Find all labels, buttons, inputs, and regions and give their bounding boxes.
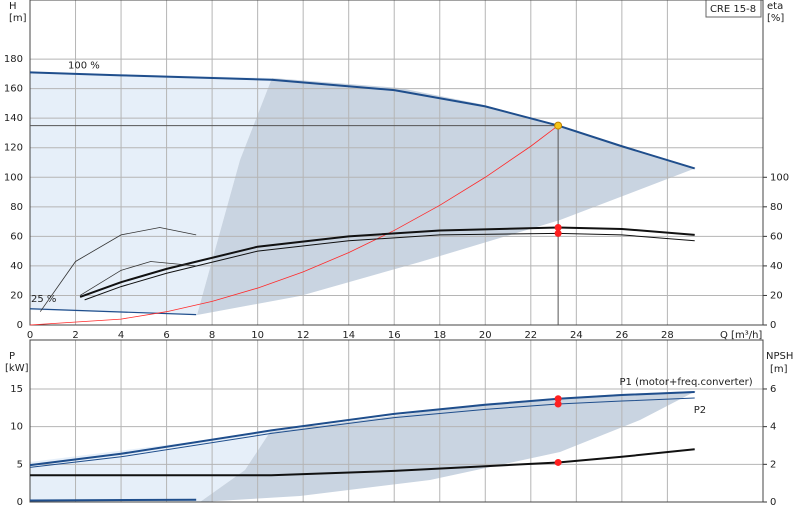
duty-point [554, 458, 562, 466]
x-tick-label: 12 [297, 330, 310, 341]
y2-axis-unit: [m] [770, 364, 788, 375]
y2-axis-label: NPSH [766, 351, 793, 362]
y-tick-label: 10 [10, 422, 23, 433]
duty-point [554, 400, 562, 408]
curve [30, 448, 695, 477]
x-tick-label: 2 [72, 330, 78, 341]
x-tick-label: 22 [524, 330, 537, 341]
y-tick-label: 0 [17, 320, 23, 331]
curve [29, 390, 695, 467]
y-tick-label: 40 [10, 261, 23, 272]
y2-tick-label: 40 [770, 261, 783, 272]
y-axis-label: P [9, 351, 15, 362]
y-tick-label: 100 [4, 172, 23, 183]
y-axis-unit: [m] [9, 13, 27, 24]
curve [29, 498, 197, 502]
y2-tick-label: 60 [770, 231, 783, 242]
y-axis-label: H [9, 1, 17, 12]
range-area [197, 78, 696, 315]
y2-axis-label: eta [767, 1, 783, 12]
curve [29, 71, 695, 170]
duty-point [554, 121, 563, 130]
x-tick-label: 20 [479, 330, 492, 341]
curve [39, 227, 197, 312]
x-tick-label: 24 [570, 330, 583, 341]
plot-frame [29, 339, 764, 503]
x-tick-label: 18 [433, 330, 446, 341]
series-label: P1 (motor+freq.converter) [620, 377, 753, 388]
y2-tick-label: 100 [770, 172, 789, 183]
y2-tick-label: 20 [770, 290, 783, 301]
y-tick-label: 80 [10, 202, 23, 213]
duty-point [554, 224, 562, 231]
y2-tick-label: 0 [770, 320, 776, 331]
x-tick-label: 14 [342, 330, 355, 341]
y-tick-label: 140 [4, 113, 23, 124]
x-tick-label: 28 [661, 330, 674, 341]
curve [79, 261, 197, 296]
y-tick-label: 20 [10, 290, 23, 301]
curve [29, 308, 197, 316]
x-tick-label: 10 [251, 330, 264, 341]
x-axis-label: Q [m³/h] [720, 330, 762, 341]
y2-tick-label: 4 [770, 422, 776, 433]
title-box [705, 0, 762, 18]
y-axis-unit: [kW] [5, 363, 29, 374]
y-tick-label: 60 [10, 231, 23, 242]
series-label: P2 [694, 405, 706, 416]
y-tick-label: 160 [4, 84, 23, 95]
x-tick-label: 26 [615, 330, 628, 341]
curve [29, 397, 695, 468]
y-tick-label: 0 [17, 497, 23, 508]
y-tick-label: 180 [4, 54, 23, 65]
x-tick-label: 0 [27, 330, 33, 341]
y-tick-label: 15 [10, 384, 23, 395]
y2-tick-label: 6 [770, 384, 776, 395]
x-tick-label: 6 [163, 330, 169, 341]
x-tick-label: 4 [118, 330, 124, 341]
curve [29, 125, 559, 326]
series-label: 25 % [31, 294, 56, 305]
x-tick-label: 8 [209, 330, 215, 341]
range-area [30, 72, 272, 315]
y2-tick-label: 80 [770, 202, 783, 213]
range-area [30, 432, 270, 502]
curve [84, 232, 695, 301]
duty-point [554, 395, 562, 403]
y2-tick-label: 0 [770, 497, 776, 508]
x-tick-label: 16 [388, 330, 401, 341]
curve [79, 226, 695, 298]
chart-title: CRE 15-8 [710, 4, 756, 15]
area-layer [30, 72, 696, 502]
duty-point [554, 229, 562, 237]
y-tick-label: 5 [17, 459, 23, 470]
y2-tick-label: 2 [770, 459, 776, 470]
plot-frame [29, 0, 764, 326]
y2-axis-unit: [%] [767, 13, 784, 24]
y-tick-label: 120 [4, 143, 23, 154]
series-label: 100 % [68, 60, 100, 71]
